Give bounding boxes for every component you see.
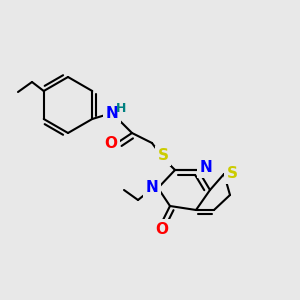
Text: O: O xyxy=(104,136,118,151)
Text: N: N xyxy=(106,106,118,121)
Text: N: N xyxy=(200,160,212,175)
Text: S: S xyxy=(158,148,169,164)
Text: O: O xyxy=(155,221,169,236)
Text: N: N xyxy=(146,181,158,196)
Text: H: H xyxy=(116,101,126,115)
Text: S: S xyxy=(226,167,238,182)
